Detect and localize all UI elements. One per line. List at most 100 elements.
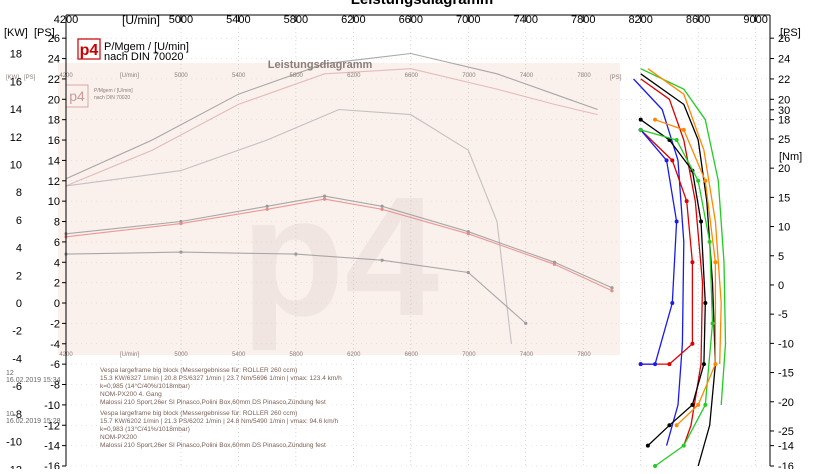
kw-tick-label: -2 <box>12 326 22 338</box>
series-torque-point <box>674 423 679 428</box>
ps-tick-label: -12 <box>44 420 60 432</box>
ps-tick-label: 12 <box>48 176 60 188</box>
kw-tick-label: -10 <box>6 437 22 449</box>
kw-tick-label: 16 <box>10 76 22 88</box>
series-torque-point <box>699 219 704 224</box>
series-torque-point <box>681 443 686 448</box>
series-torque-point <box>701 362 706 367</box>
ps-tick-label: 16 <box>48 135 60 147</box>
ghost-series-point <box>265 207 269 211</box>
series-torque-point <box>690 402 695 407</box>
y-axis-kw-label: [KW] <box>4 27 28 39</box>
note-2-line-3: k=0,983 (13°C/41%/1018mbar) <box>100 425 190 433</box>
ghost-x-tick-top: 6200 <box>347 73 361 79</box>
ghost-series-point <box>179 221 183 226</box>
note-1-line-4: NOM-PX200 4. Gang <box>100 391 162 398</box>
kw-tick-label: 4 <box>16 243 22 255</box>
ghost-x-tick-bottom: 7000 <box>462 352 476 358</box>
ghost-unit-bottom: [U/min] <box>120 352 139 358</box>
series-torque-point <box>667 423 672 428</box>
chart-title: Leistungsdiagramm <box>351 0 494 8</box>
series-torque-point <box>653 464 658 468</box>
ghost-x-tick-top: 5000 <box>174 73 188 79</box>
ghost-series-point <box>179 250 183 254</box>
x-tick-label: 8200 <box>628 14 652 26</box>
right-ps-tick-label: 18 <box>778 115 790 127</box>
x-tick-label: 4200 <box>54 14 78 26</box>
x-tick-label: 7800 <box>571 14 595 26</box>
kw-tick-label: 10 <box>10 159 22 171</box>
series-torque-point <box>713 362 718 367</box>
ps-tick-label: 20 <box>48 94 60 106</box>
nm-tick-label: 10 <box>778 222 790 234</box>
ghost-series-point <box>610 289 614 293</box>
ghost-unit-top: [U/min] <box>120 73 139 79</box>
ps-tick-label: 6 <box>54 237 60 249</box>
series-torque-point <box>703 402 708 407</box>
nm-tick-label: 0 <box>778 280 784 292</box>
series-torque-point <box>664 158 669 163</box>
x-tick-label: 8600 <box>686 14 710 26</box>
ghost-x-tick-bottom: 5000 <box>174 352 188 358</box>
series-power-line-4 <box>647 68 722 365</box>
legend-logo: p4 <box>80 42 99 59</box>
ghost-series-point <box>524 321 528 325</box>
kw-tick-label: 6 <box>16 215 22 227</box>
ghost-legend-1: P/Mgem / [U/min] <box>94 88 133 94</box>
ps-tick-label: -8 <box>50 380 60 392</box>
ghost-series-point <box>380 258 384 262</box>
series-torque-point <box>690 260 695 265</box>
right-ps-tick-label: 20 <box>778 94 790 106</box>
note-2-line-2: 15.7 KW/6202 1/min | 21.3 PS/6202 1/min … <box>100 418 338 425</box>
kw-tick-label: -4 <box>12 353 22 365</box>
note-1-line-2: 15.3 KW/6327 1/min | 20.8 PS/6327 1/min … <box>100 375 342 382</box>
ghost-x-tick-top: 5400 <box>232 73 246 79</box>
series-torque-point <box>645 443 650 448</box>
ghost-title: Leistungsdiagramm <box>268 59 373 71</box>
x-tick-label: 5400 <box>226 14 250 26</box>
series-layer <box>633 68 727 468</box>
axes-layer: 4200 5000 5400 5800 6200 6600 7000 7400 7800 8200… <box>6 14 794 474</box>
ghost-x-tick-top: 5800 <box>290 73 304 79</box>
series-power-line-3 <box>640 68 727 405</box>
ghost-series-point <box>294 252 298 256</box>
series-torque-line-7 <box>640 129 678 365</box>
ghost-series-line-2 <box>65 108 512 344</box>
nm-tick-label: -5 <box>778 309 788 321</box>
series-torque-point <box>674 219 679 224</box>
ghost-legend-2: nach DIN 70020 <box>94 95 130 101</box>
kw-tick-label: -6 <box>12 381 22 393</box>
x-tick-label: 6200 <box>341 14 365 26</box>
series-torque-point <box>653 362 658 367</box>
series-torque-point <box>638 127 643 132</box>
x-axis-unit-label: [U/min] <box>122 13 160 27</box>
ps-tick-label: 4 <box>54 257 60 269</box>
nm-tick-label: 25 <box>778 134 790 146</box>
note-2-line-5: Malossi 210 Sport,26er SI Pinasco,Polini… <box>100 442 326 449</box>
ghost-series-layer <box>64 52 614 344</box>
ps-tick-label: 18 <box>48 115 60 127</box>
note-1-line-1: Vespa largeframe big block (Messergebnis… <box>100 367 297 374</box>
series-torque-point <box>703 301 708 306</box>
note-1-timestamp: 16.02.2019 15:34 <box>6 377 61 384</box>
nm-tick-label: 15 <box>778 192 790 204</box>
ghost-series-point <box>323 194 327 198</box>
series-torque-point <box>707 239 712 244</box>
kw-tick-label: 12 <box>10 132 22 144</box>
right-ps-tick-label: 22 <box>778 74 790 86</box>
ghost-series-point <box>380 204 384 208</box>
ghost-x-tick-top: 7400 <box>520 73 534 79</box>
series-power-line-1 <box>640 78 704 446</box>
nm-tick-label: -10 <box>778 338 794 350</box>
ghost-x-tick-bottom: 6600 <box>405 352 419 358</box>
nm-tick-label: 30 <box>778 105 790 117</box>
series-torque-line-8 <box>640 129 714 467</box>
ghost-x-tick-top: 6600 <box>405 73 419 79</box>
nm-tick-label: -25 <box>778 426 794 438</box>
ps-tick-label: 24 <box>48 54 60 66</box>
x-tick-label: 6600 <box>399 14 423 26</box>
note-2-side-number: 10 <box>6 411 14 418</box>
series-torque-point <box>684 199 689 204</box>
ghost-copy-panel <box>58 63 620 355</box>
note-1-line-5: Malossi 210 Sport,26er SI Pinasco,Polini… <box>100 399 326 406</box>
